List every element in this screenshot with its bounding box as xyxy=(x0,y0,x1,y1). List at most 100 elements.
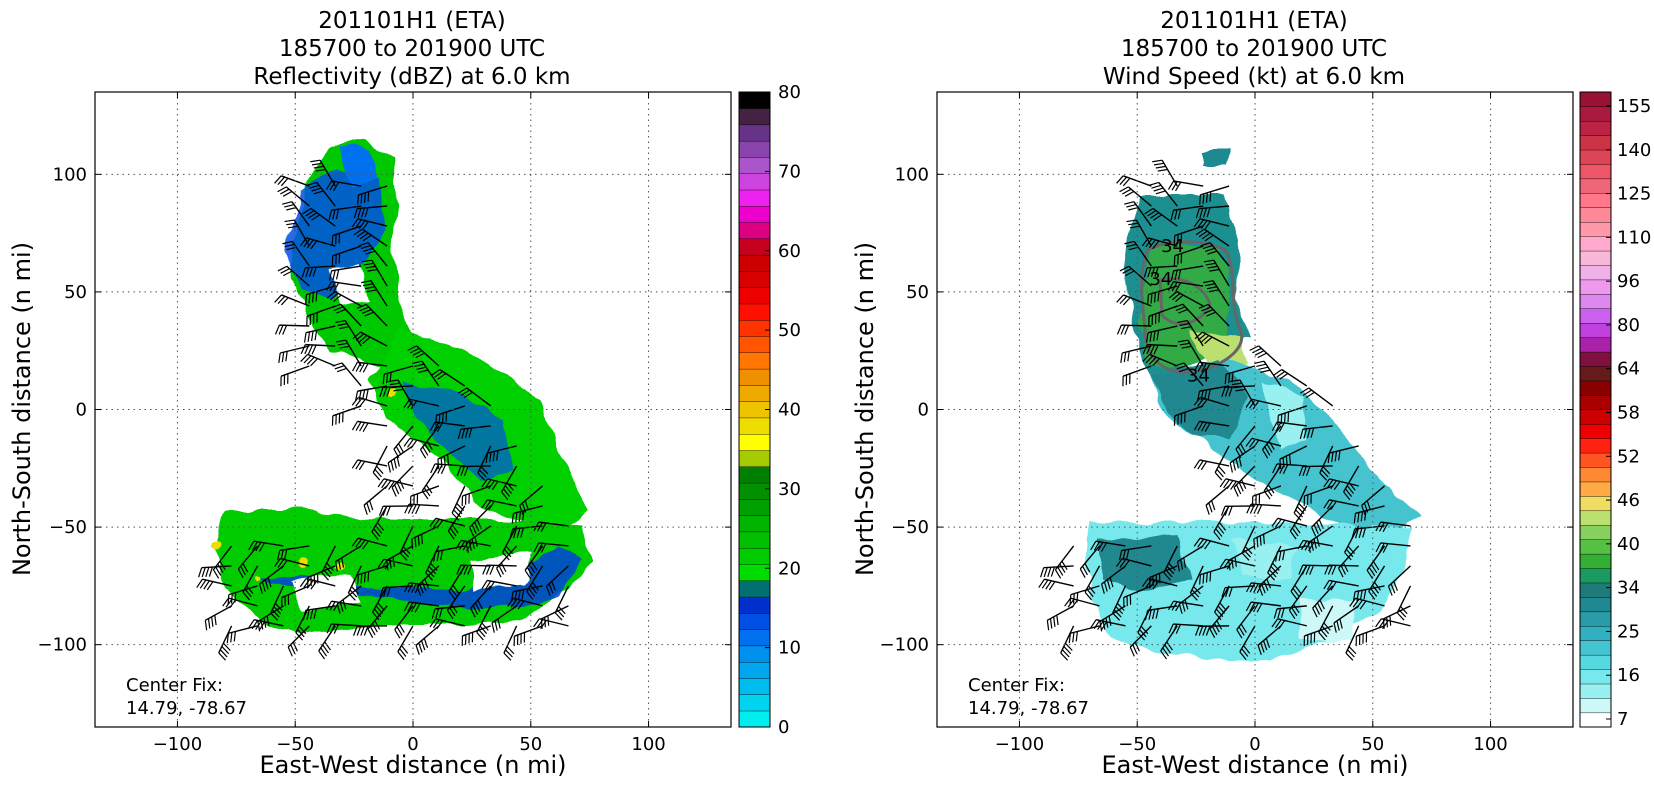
colorbar-segment xyxy=(1580,337,1611,352)
colorbar-segment xyxy=(739,678,770,695)
wind-barb-flag xyxy=(234,631,235,641)
colorbar-tick-label: 155 xyxy=(1617,96,1651,117)
wind-barb-flag xyxy=(364,505,367,514)
reflectivity-field xyxy=(212,140,590,635)
colorbar-tick-label: 110 xyxy=(1617,227,1651,248)
colorbar-segment xyxy=(739,483,770,500)
wind-barb-flag xyxy=(367,503,370,512)
wind-barb-flag xyxy=(1121,353,1122,363)
wind-barb-flag xyxy=(202,567,205,577)
wind-barb-flag xyxy=(1057,615,1058,625)
wind-barb-flag xyxy=(337,368,346,371)
wind-barb-flag xyxy=(1151,293,1152,303)
wind-barb-flag xyxy=(395,485,399,494)
y-tick-label: 0 xyxy=(918,400,929,421)
wind-barb-flag xyxy=(1242,480,1246,489)
colorbar-segment xyxy=(1580,713,1611,728)
colorbar-segment xyxy=(739,466,770,483)
center-fix-label: Center Fix: xyxy=(126,675,223,696)
wind-barb-flag xyxy=(1206,505,1209,514)
y-tick-label: 100 xyxy=(53,164,87,185)
center-fix-label: Center Fix: xyxy=(968,675,1065,696)
wind-barb-flag xyxy=(492,623,494,633)
colorbar-segment xyxy=(739,580,770,597)
wind-barb-flag xyxy=(361,626,365,635)
colorbar-segment xyxy=(739,320,770,337)
title-line-2: 185700 to 201900 UTC xyxy=(279,36,545,62)
y-tick-label: −100 xyxy=(38,635,87,656)
colorbar-segment xyxy=(1580,236,1611,251)
colorbar-tick-label: 40 xyxy=(1617,534,1640,555)
colorbar-segment xyxy=(1580,193,1611,208)
colorbar-segment xyxy=(739,597,770,614)
wind-barb-flag xyxy=(1258,505,1262,514)
wind-barb-flag xyxy=(1154,163,1164,165)
wind-barb-flag xyxy=(1258,367,1268,369)
wind-barb xyxy=(1044,566,1074,568)
y-tick-label: −50 xyxy=(891,517,929,538)
wind-barb-flag xyxy=(1151,185,1161,188)
colorbar-segment xyxy=(1580,150,1611,165)
wind-barb-flag xyxy=(313,292,314,302)
contour-label: 34 xyxy=(1187,365,1210,386)
wind-barb-flag xyxy=(1260,536,1261,546)
wind-barb-flag xyxy=(288,647,292,656)
wind-barb-flag xyxy=(370,501,373,510)
center-fix-value: 14.79, -78.67 xyxy=(968,698,1089,719)
wind-barb-flag xyxy=(206,567,209,577)
wind-barb-flag xyxy=(1076,631,1077,641)
wind-barb-flag xyxy=(448,454,449,464)
colorbar-tick-label: 34 xyxy=(1617,578,1640,599)
wind-barb-flag xyxy=(400,480,404,489)
colorbar-segment xyxy=(739,532,770,549)
colorbar-tick-label: 52 xyxy=(1617,446,1640,467)
colorbar-segment xyxy=(739,694,770,711)
x-tick-label: 100 xyxy=(631,734,665,755)
colorbar-segment xyxy=(1580,626,1611,641)
wind-barb xyxy=(487,565,517,566)
colorbar-tick-label: 10 xyxy=(778,638,801,659)
wind-barb-flag xyxy=(1285,413,1286,423)
wind-barb-flag xyxy=(1154,188,1164,191)
wind-barb-flag xyxy=(1148,294,1149,304)
wind-barb-flag xyxy=(286,208,296,210)
colorbar-segment xyxy=(1580,568,1611,583)
colorbar-segment xyxy=(1580,308,1611,323)
colorbar-tick-label: 140 xyxy=(1617,140,1651,161)
colorbar-segment xyxy=(739,141,770,158)
wind-barb-flag xyxy=(275,325,279,334)
wind-barb-flag xyxy=(279,325,283,334)
wind-barb xyxy=(1174,181,1204,186)
y-axis-label: North-South distance (n mi) xyxy=(851,242,879,576)
center-fix-value: 14.79, -78.67 xyxy=(126,698,247,719)
wind-barb-flag xyxy=(1203,574,1204,584)
wind-barb-flag xyxy=(1209,503,1212,512)
wind-barb-flag xyxy=(1152,160,1162,162)
colorbar-segment xyxy=(1580,280,1611,295)
colorbar-tick-label: 46 xyxy=(1617,490,1640,511)
wind-barb-flag xyxy=(1212,501,1215,510)
wind-barb-flag xyxy=(205,620,206,630)
colorbar-segment xyxy=(1580,251,1611,266)
wind-barb-flag xyxy=(1254,361,1264,363)
y-tick-label: 50 xyxy=(906,282,929,303)
colorbar-segment xyxy=(1580,539,1611,554)
colorbar-segment xyxy=(1580,684,1611,699)
wind-barb-flag xyxy=(284,205,294,207)
wind-barb xyxy=(514,626,542,636)
colorbar-segment xyxy=(739,206,770,223)
wind-barb-flag xyxy=(1200,575,1201,585)
colorbar-segment xyxy=(739,190,770,207)
panel-reflectivity: 201101H1 (ETA) 185700 to 201900 UTC Refl… xyxy=(8,8,801,779)
colorbar-segment xyxy=(1580,106,1611,121)
wind-barb-flag xyxy=(1288,412,1289,422)
wind-barb-flag xyxy=(422,534,423,544)
wind-barb-flag xyxy=(424,638,427,647)
wind-barb xyxy=(373,446,387,473)
wind-barb-flag xyxy=(308,332,309,342)
colorbar-segment xyxy=(1580,655,1611,670)
wind-barb xyxy=(1329,565,1359,566)
wind-barb-flag xyxy=(1158,291,1159,301)
colorbar-segment xyxy=(1580,525,1611,540)
